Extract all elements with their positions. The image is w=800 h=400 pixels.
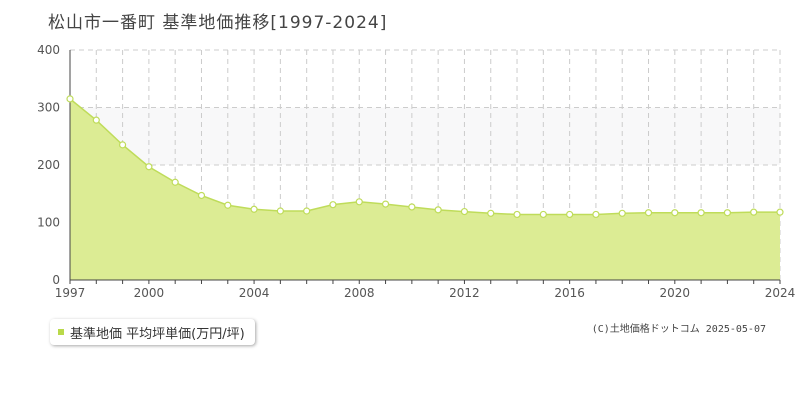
legend-swatch [58,329,64,335]
data-point [92,116,100,124]
data-point [303,207,311,215]
data-point [750,208,758,216]
x-tick-label: 2004 [239,286,270,300]
data-point [66,95,74,103]
x-tick-label: 1997 [55,286,86,300]
x-tick-label: 2020 [660,286,691,300]
y-tick-label: 300 [37,101,60,115]
x-tick-label: 2000 [134,286,165,300]
data-point [329,201,337,209]
data-point [276,207,284,215]
data-point [644,209,653,217]
x-tick-label: 2024 [765,286,796,300]
data-point [539,210,547,219]
y-tick-label: 200 [37,158,60,172]
shaded-band [70,107,780,165]
data-point [145,163,153,171]
data-point [723,209,732,217]
x-tick-label: 2008 [344,286,375,300]
data-point [513,210,521,219]
data-point [697,209,705,217]
credit-text: (C)土地価格ドットコム 2025-05-07 [591,324,766,335]
data-point [224,201,232,209]
y-tick-label: 400 [37,43,60,57]
data-point [197,191,206,200]
legend-label: 基準地価 平均坪単価(万円/坪) [70,326,245,342]
x-tick-label: 2012 [449,286,480,300]
series-line [69,98,780,216]
data-point [118,141,127,149]
data-point [250,205,258,213]
chart-title: 松山市一番町 基準地価推移[1997-2024] [48,13,388,33]
legend: 基準地価 平均坪単価(万円/坪) [50,319,255,345]
data-point [566,210,574,219]
data-point [618,209,626,217]
data-point [592,210,600,219]
data-point [776,208,784,216]
data-point [460,207,469,216]
x-tick-label: 2016 [554,286,585,300]
y-tick-label: 100 [37,216,60,230]
data-point [408,203,416,211]
series-area [70,98,780,280]
data-point [434,206,442,214]
data-point [355,198,363,206]
data-point [381,200,390,208]
data-point [671,209,679,217]
y-tick-label: 0 [52,273,60,287]
data-point [171,178,179,186]
data-point [487,209,495,217]
